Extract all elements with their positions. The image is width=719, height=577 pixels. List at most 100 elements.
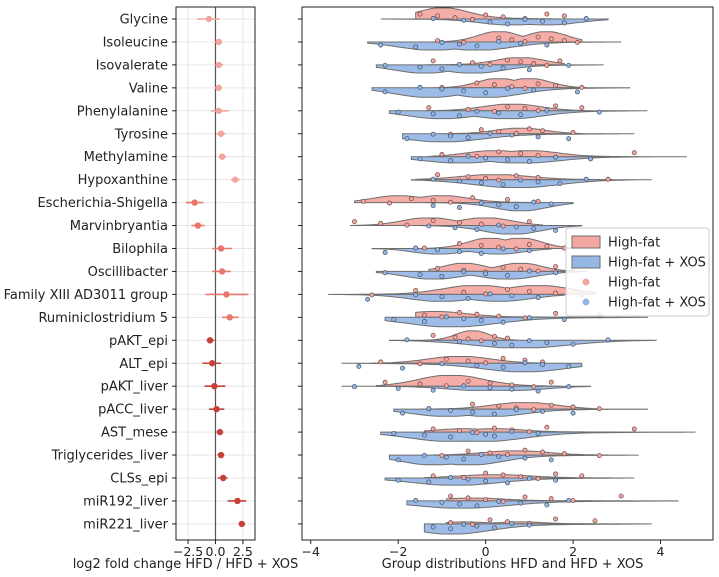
point-high-fat-xos <box>413 498 419 503</box>
point-high-fat <box>505 57 510 63</box>
forest-panel: Glycine Isoleucine Isovalerate Valine Phenyl… <box>4 6 298 572</box>
point-high-fat <box>465 378 471 384</box>
point-high-fat <box>500 223 506 229</box>
point-high-fat-xos <box>509 132 515 138</box>
x-tick-label: 0 <box>482 544 490 559</box>
point-high-fat-xos <box>443 454 449 460</box>
point-high-fat-xos <box>435 247 440 253</box>
point-high-fat <box>513 173 519 179</box>
point-high-fat-xos <box>382 270 388 276</box>
point-high-fat-xos <box>478 200 484 206</box>
point-high-fat-xos <box>548 201 554 207</box>
category-label: AST_mese <box>101 426 168 441</box>
fold-change-point <box>209 360 216 367</box>
point-high-fat <box>505 519 510 525</box>
point-high-fat-xos <box>500 319 506 325</box>
point-high-fat-xos <box>518 40 524 46</box>
legend-label: High-fat <box>608 236 660 251</box>
point-high-fat-xos <box>553 477 559 483</box>
point-high-fat <box>496 129 502 134</box>
point-high-fat <box>421 312 427 318</box>
fold-change-point <box>226 314 233 321</box>
point-high-fat-xos <box>544 107 550 113</box>
point-high-fat <box>430 332 436 338</box>
point-high-fat <box>430 197 436 203</box>
point-high-fat-xos <box>413 292 419 298</box>
point-high-fat-xos <box>426 223 432 229</box>
violin-plot-frame <box>301 6 714 541</box>
point-high-fat-xos <box>474 503 480 509</box>
point-high-fat <box>496 244 502 250</box>
violin-high-fat-xos <box>367 41 622 51</box>
fold-change-point <box>218 153 226 160</box>
point-high-fat-xos <box>421 453 427 458</box>
point-high-fat <box>452 334 458 340</box>
point-high-fat <box>548 496 554 502</box>
point-high-fat <box>553 310 559 316</box>
point-high-fat <box>500 265 506 270</box>
point-high-fat-xos <box>544 42 550 48</box>
point-high-fat <box>456 428 462 434</box>
point-high-fat-xos <box>461 316 467 322</box>
violin-high-fat-xos <box>380 18 609 26</box>
point-high-fat <box>470 401 475 407</box>
point-high-fat-xos <box>378 42 384 48</box>
point-high-fat <box>491 82 497 88</box>
point-high-fat-xos <box>456 501 462 507</box>
point-high-fat-xos <box>505 157 510 163</box>
point-high-fat-xos <box>417 156 423 162</box>
point-high-fat-xos <box>452 225 458 231</box>
point-high-fat-xos <box>491 433 497 439</box>
violin-high-fat <box>432 450 609 456</box>
point-high-fat <box>474 430 480 436</box>
point-high-fat-xos <box>522 455 528 461</box>
point-high-fat <box>496 313 502 319</box>
point-high-fat-xos <box>518 177 524 183</box>
violin-high-fat-xos <box>341 362 583 373</box>
violin-high-fat-xos <box>371 87 631 98</box>
point-high-fat <box>526 126 532 132</box>
point-high-fat-xos <box>439 86 445 92</box>
point-high-fat-xos <box>588 156 594 162</box>
point-high-fat-xos <box>553 154 559 160</box>
violin-high-fat-xos <box>402 133 635 143</box>
point-high-fat-xos <box>356 363 362 369</box>
fold-change-point <box>223 291 230 298</box>
point-high-fat-xos <box>544 502 550 508</box>
point-high-fat-xos <box>461 17 467 23</box>
point-high-fat <box>487 62 493 67</box>
violin-points <box>352 11 637 532</box>
point-high-fat-xos <box>352 384 357 390</box>
point-high-fat <box>417 361 423 367</box>
point-high-fat-xos <box>487 19 493 25</box>
point-high-fat <box>491 108 497 114</box>
point-high-fat-xos <box>456 178 462 184</box>
point-high-fat-xos <box>417 84 423 90</box>
point-high-fat <box>535 152 541 158</box>
point-high-fat <box>500 355 506 361</box>
point-high-fat <box>526 242 532 247</box>
point-high-fat-xos <box>395 385 401 391</box>
point-high-fat-xos <box>461 456 467 462</box>
point-high-fat-xos <box>439 294 445 300</box>
legend-box <box>565 227 710 317</box>
point-high-fat-xos <box>413 44 419 50</box>
point-high-fat-xos <box>513 204 519 210</box>
point-high-fat-xos <box>496 110 502 116</box>
point-high-fat-xos <box>470 409 475 415</box>
point-high-fat-xos <box>491 525 497 531</box>
point-high-fat <box>553 103 559 109</box>
point-high-fat <box>518 474 524 480</box>
point-high-fat <box>631 426 637 432</box>
point-high-fat <box>526 429 532 435</box>
point-high-fat-xos <box>505 273 510 278</box>
point-high-fat-xos <box>509 429 515 435</box>
point-high-fat-xos <box>474 108 480 114</box>
point-high-fat <box>596 453 602 458</box>
category-label: Glycine <box>120 13 168 28</box>
point-high-fat <box>465 448 471 454</box>
fold-change-point <box>238 520 246 528</box>
point-high-fat-xos <box>496 202 502 208</box>
point-high-fat-xos <box>596 109 602 115</box>
point-high-fat <box>456 241 462 247</box>
